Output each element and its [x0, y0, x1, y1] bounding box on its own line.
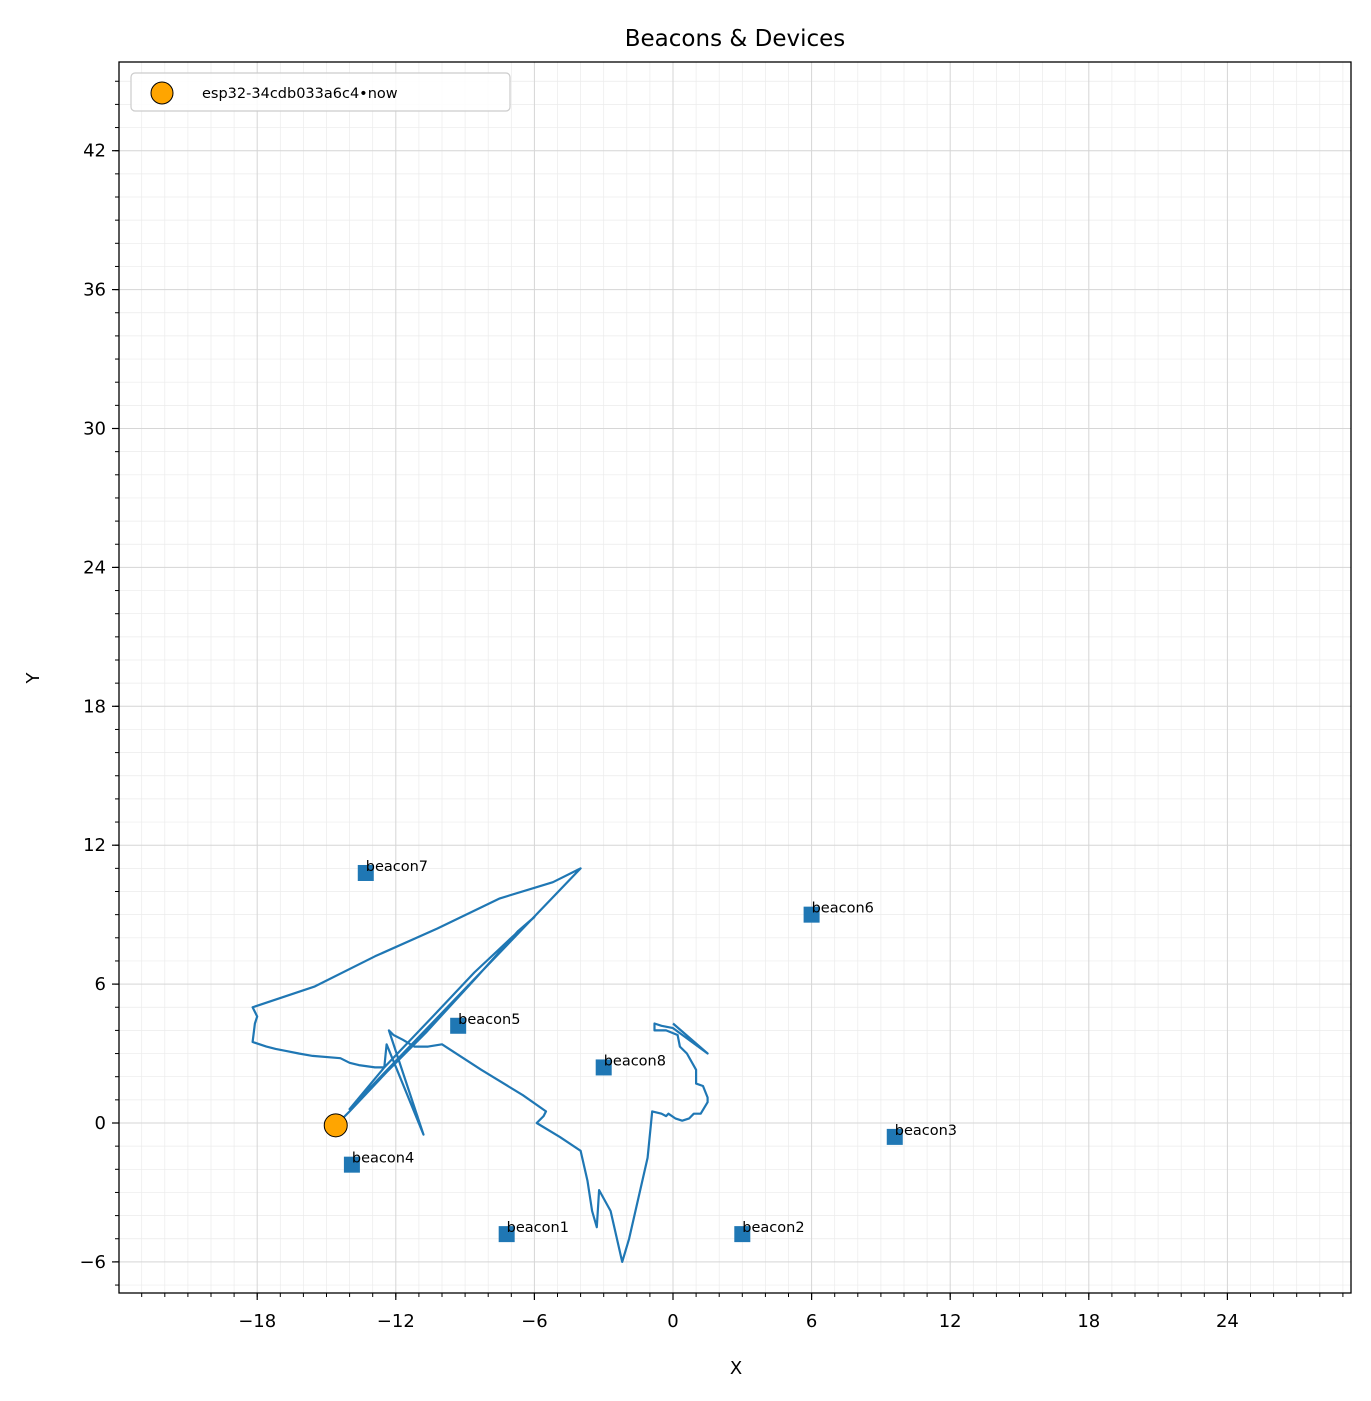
device-current-marker — [323, 1113, 348, 1138]
chart-title: Beacons & Devices — [625, 26, 846, 52]
x-tick-label: 12 — [939, 1311, 962, 1332]
beacon-label: beacon5 — [458, 1012, 520, 1028]
y-tick-label: 0 — [95, 1113, 106, 1134]
beacon-marker — [450, 1017, 467, 1034]
y-tick-label: 42 — [83, 141, 106, 162]
x-tick-label: −12 — [377, 1311, 415, 1332]
beacon-marker — [357, 864, 374, 881]
beacon-marker — [803, 906, 820, 923]
beacon-label: beacon1 — [507, 1220, 569, 1236]
beacon-marker — [343, 1156, 360, 1173]
beacon-marker — [498, 1226, 515, 1243]
beacon-label: beacon2 — [742, 1220, 804, 1236]
x-axis-label: X — [730, 1358, 742, 1379]
beacon-label: beacon6 — [812, 901, 874, 917]
x-tick-label: 18 — [1077, 1311, 1100, 1332]
beacon-marker — [734, 1226, 751, 1243]
beacon-marker — [886, 1128, 903, 1145]
y-tick-label: 24 — [83, 557, 106, 578]
legend-label-device: esp32-34cdb033a6c4•now — [202, 86, 398, 102]
legend: esp32-34cdb033a6c4•now — [130, 72, 511, 112]
x-tick-label: −6 — [521, 1311, 548, 1332]
y-tick-label: 18 — [83, 696, 106, 717]
x-tick-label: 6 — [806, 1311, 817, 1332]
y-axis-label: Y — [23, 672, 44, 685]
device-track-line — [251, 867, 709, 1264]
axis-ticks: −18 −12 −6 0 6 12 18 24 −6 0 6 12 18 24 30 36 42 — [79, 80, 1344, 1332]
beacon-label: beacon8 — [604, 1053, 666, 1069]
y-tick-label: 30 — [83, 419, 106, 440]
plot-frame — [118, 61, 1352, 1294]
y-tick-label: −6 — [79, 1252, 106, 1273]
beacon-label: beacon4 — [352, 1151, 414, 1167]
legend-marker-device — [150, 81, 174, 105]
y-tick-label: 6 — [95, 974, 106, 995]
x-tick-label: 0 — [667, 1311, 678, 1332]
beacon-label: beacon7 — [366, 859, 428, 875]
plot-area: beacon1 beacon2 beacon3 beacon4 beacon5 beaco… — [251, 859, 957, 1264]
y-tick-label: 36 — [83, 280, 106, 301]
beacon-marker — [595, 1059, 612, 1076]
x-tick-label: 24 — [1216, 1311, 1239, 1332]
y-tick-label: 12 — [83, 835, 106, 856]
beacon-label: beacon3 — [895, 1123, 957, 1139]
x-tick-label: −18 — [238, 1311, 276, 1332]
legend-box — [130, 72, 511, 112]
major-grid — [119, 62, 1351, 1293]
